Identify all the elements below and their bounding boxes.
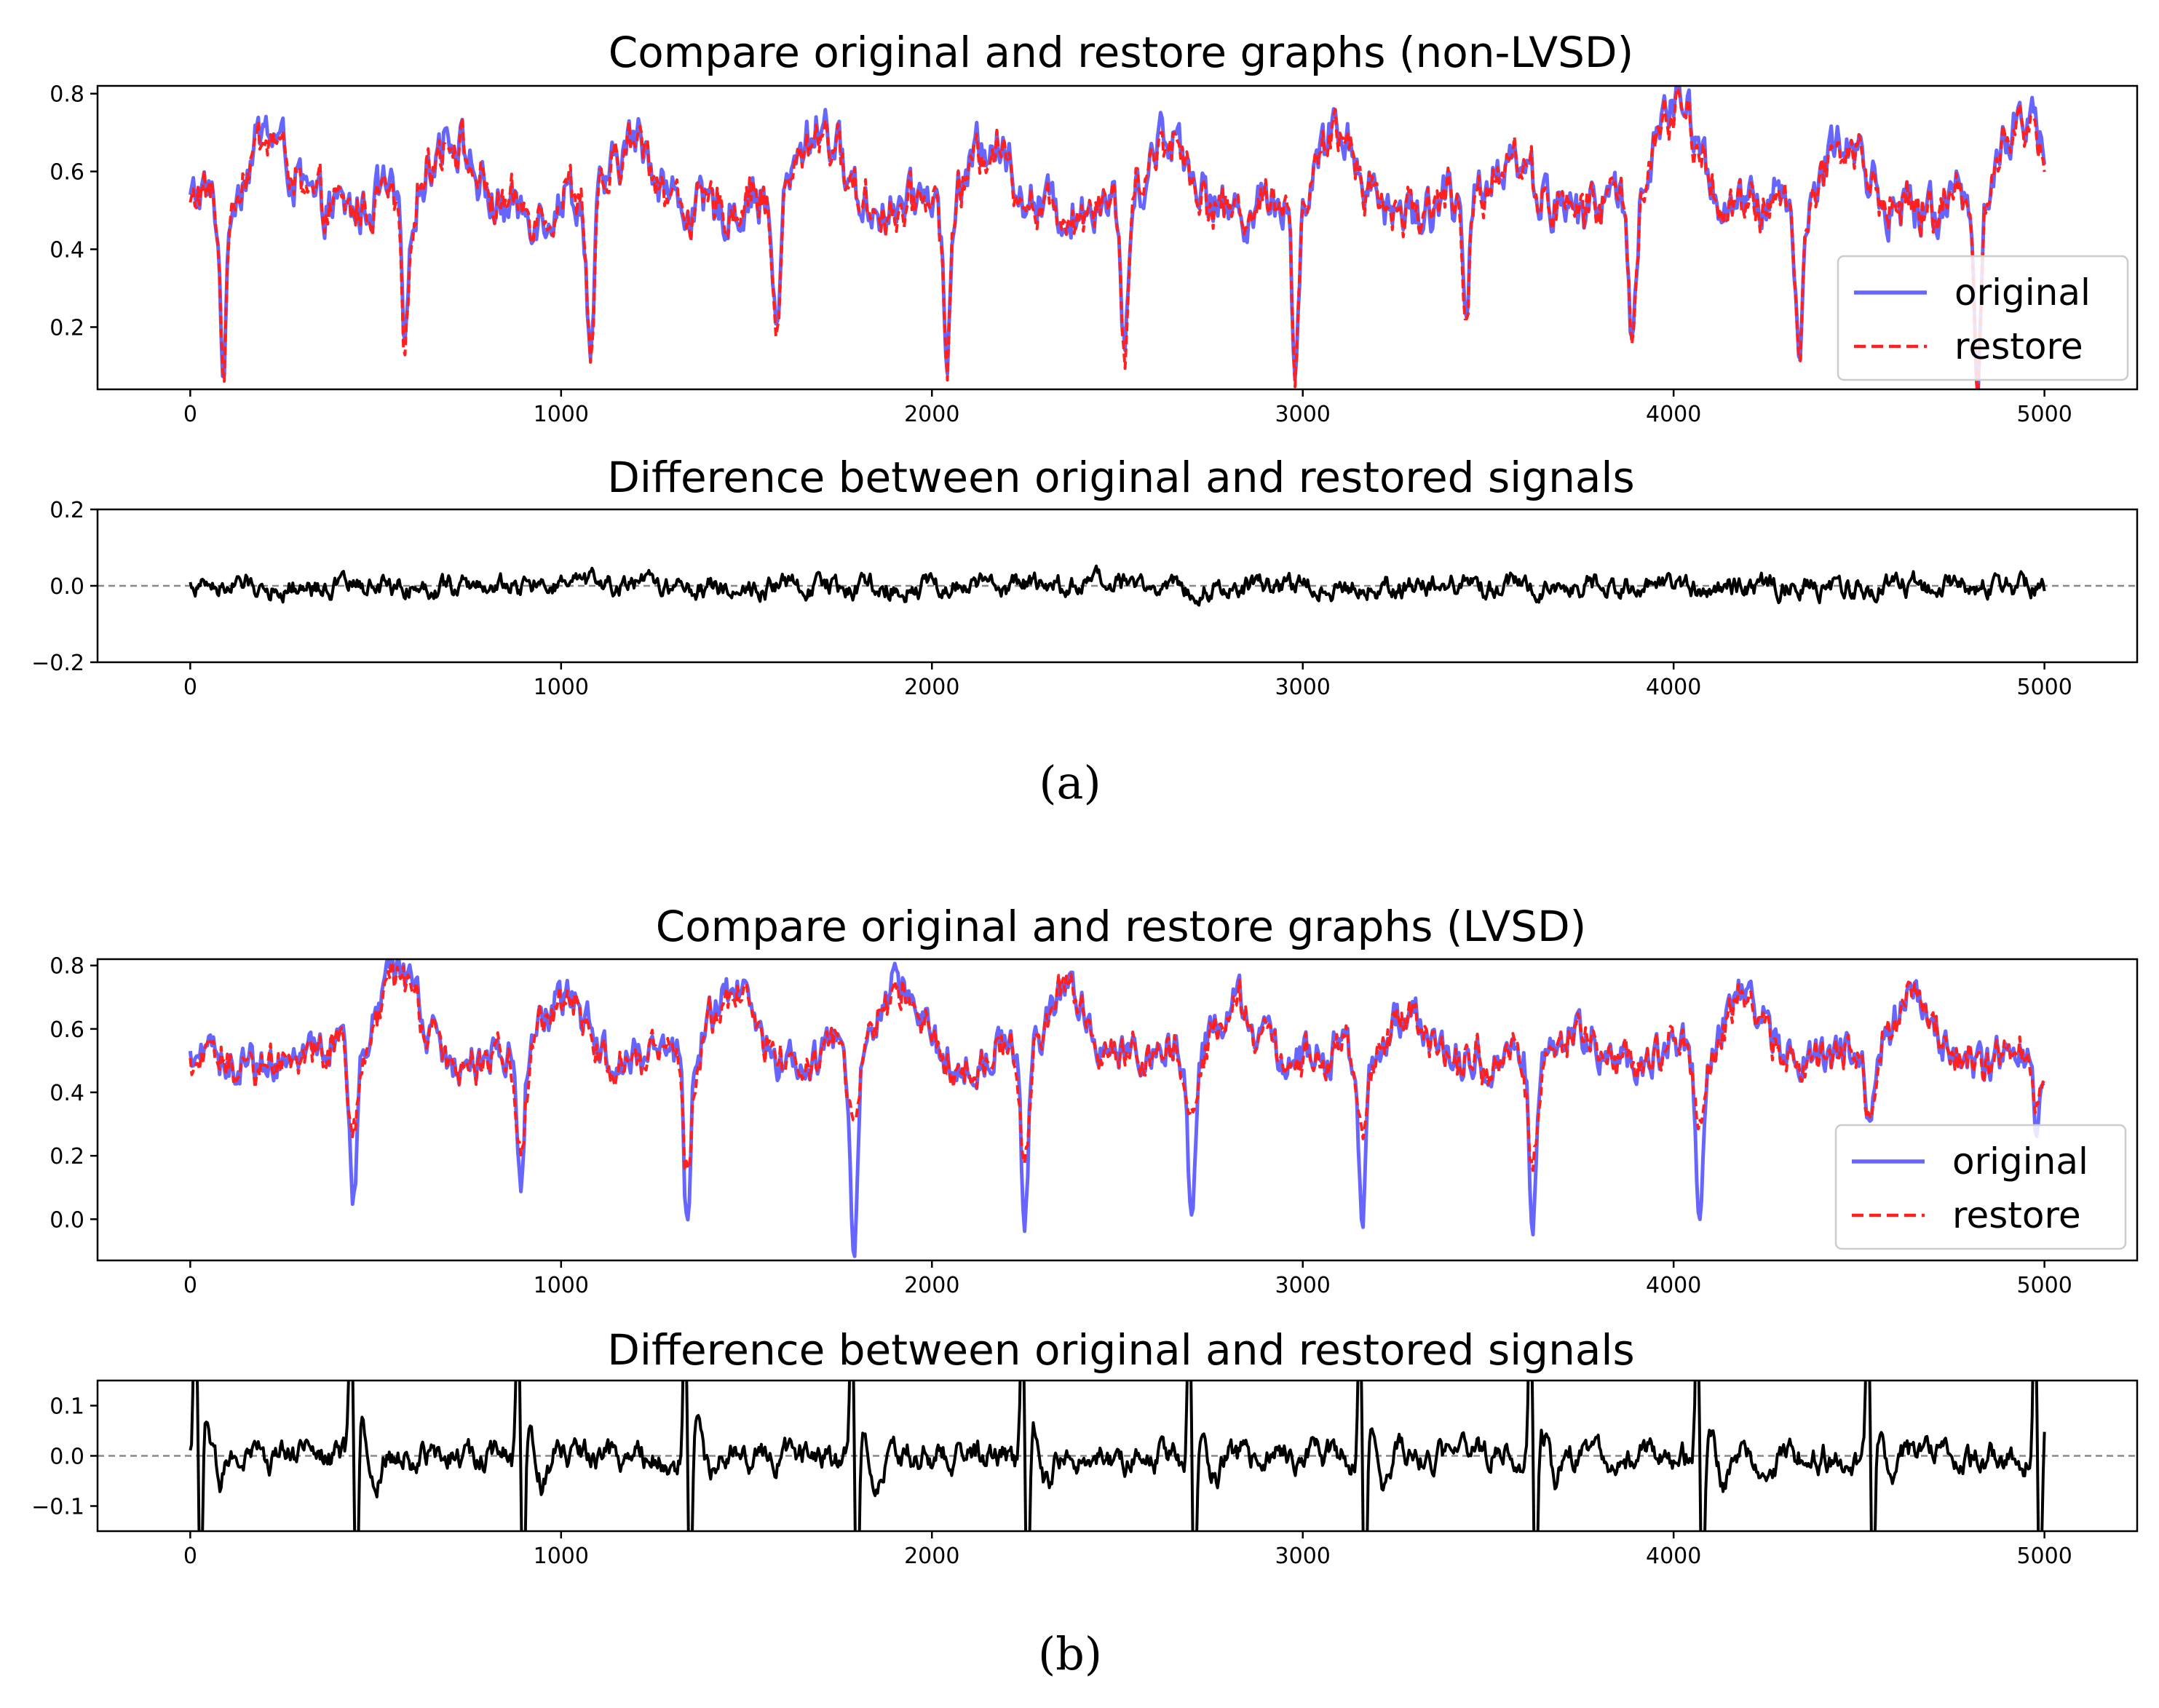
series-layer <box>188 959 2045 1258</box>
x-tick-label: 1000 <box>534 1273 589 1298</box>
y-tick-label: 0.6 <box>49 1017 84 1043</box>
x-tick-label: 4000 <box>1646 402 1701 427</box>
x-tick-label: 1000 <box>534 675 589 700</box>
ticks-layer: 0 1000 2000 3000 4000 5000 −0.2 0.0 0.2 <box>31 498 2072 700</box>
x-tick-label: 3000 <box>1275 675 1331 700</box>
x-tick-label: 2000 <box>904 1273 959 1298</box>
x-tick-label: 5000 <box>2016 402 2072 427</box>
y-tick-label: 0.1 <box>49 1394 84 1420</box>
y-tick-label: 0.8 <box>49 954 84 980</box>
x-tick-label: 1000 <box>534 402 589 427</box>
legend-box <box>1834 1124 2127 1250</box>
chart-title: Compare original and restore graphs (non… <box>609 28 1633 77</box>
chart-title: Difference between original and restored… <box>607 1325 1634 1375</box>
ticks-layer: 0 1000 2000 3000 4000 5000 0.0 0.2 0.4 0.6 0.8 <box>49 954 2072 1298</box>
caption-b: (b) <box>1038 1627 1102 1680</box>
legend-label-original: original <box>1952 1140 2088 1183</box>
y-tick-label: 0.0 <box>49 574 84 600</box>
y-tick-label: 0.6 <box>49 160 84 186</box>
chart-panel-a-compare: Compare original and restore graphs (non… <box>49 28 2139 427</box>
legend-label-restore: restore <box>1954 325 2083 368</box>
plot-frame <box>96 958 2139 1262</box>
y-tick-label: 0.2 <box>49 498 84 523</box>
chart-panel-b-difference: Difference between original and restored… <box>31 1325 2139 1570</box>
caption-a: (a) <box>1039 756 1101 809</box>
legend-label-original: original <box>1954 271 2091 314</box>
series-layer <box>98 1381 2137 1531</box>
y-tick-label: 0.2 <box>49 315 84 341</box>
y-tick-label: −0.2 <box>31 651 84 676</box>
y-tick-label: 0.8 <box>49 82 84 108</box>
legend-label-restore: restore <box>1952 1194 2081 1236</box>
legend-box <box>1837 255 2129 381</box>
y-tick-label: 0.0 <box>49 1207 84 1233</box>
chart-panel-a-difference: Difference between original and restored… <box>31 453 2139 700</box>
x-tick-label: 3000 <box>1275 402 1331 427</box>
y-tick-label: 0.4 <box>49 238 84 263</box>
chart-title: Difference between original and restored… <box>607 453 1634 502</box>
x-tick-label: 4000 <box>1646 675 1701 700</box>
series-original-line <box>188 86 2047 389</box>
legend: original restore <box>1834 1124 2127 1250</box>
y-tick-label: 0.4 <box>49 1081 84 1106</box>
legend: original restore <box>1837 255 2129 381</box>
plot-frame <box>96 84 2139 391</box>
series-restore-line <box>189 87 2046 389</box>
ticks-layer: 0 1000 2000 3000 4000 5000 0.2 0.4 0.6 0.8 <box>49 82 2072 427</box>
x-tick-label: 4000 <box>1646 1544 1701 1569</box>
x-tick-label: 0 <box>183 402 197 427</box>
x-tick-label: 0 <box>183 1273 197 1298</box>
chart-title: Compare original and restore graphs (LVS… <box>656 902 1587 951</box>
x-tick-label: 4000 <box>1646 1273 1701 1298</box>
series-difference-line <box>189 564 2046 607</box>
y-tick-label: 0.2 <box>49 1144 84 1169</box>
x-tick-label: 0 <box>183 675 197 700</box>
y-tick-label: 0.0 <box>49 1445 84 1470</box>
series-layer <box>98 564 2137 607</box>
series-difference-line <box>189 1381 2046 1531</box>
series-original-line <box>188 959 2045 1258</box>
x-tick-label: 2000 <box>904 402 959 427</box>
series-restore-line <box>189 960 2045 1172</box>
x-tick-label: 2000 <box>904 1544 959 1569</box>
x-tick-label: 2000 <box>904 675 959 700</box>
x-tick-label: 3000 <box>1275 1544 1331 1569</box>
chart-panel-b-compare: Compare original and restore graphs (LVS… <box>49 902 2139 1298</box>
x-tick-label: 5000 <box>2016 1544 2072 1569</box>
x-tick-label: 0 <box>183 1544 197 1569</box>
x-tick-label: 5000 <box>2016 1273 2072 1298</box>
x-tick-label: 5000 <box>2016 675 2072 700</box>
series-layer <box>188 86 2047 389</box>
x-tick-label: 3000 <box>1275 1273 1331 1298</box>
y-tick-label: −0.1 <box>31 1495 84 1520</box>
ticks-layer: 0 1000 2000 3000 4000 5000 −0.1 0.0 0.1 <box>31 1394 2072 1570</box>
x-tick-label: 1000 <box>534 1544 589 1569</box>
